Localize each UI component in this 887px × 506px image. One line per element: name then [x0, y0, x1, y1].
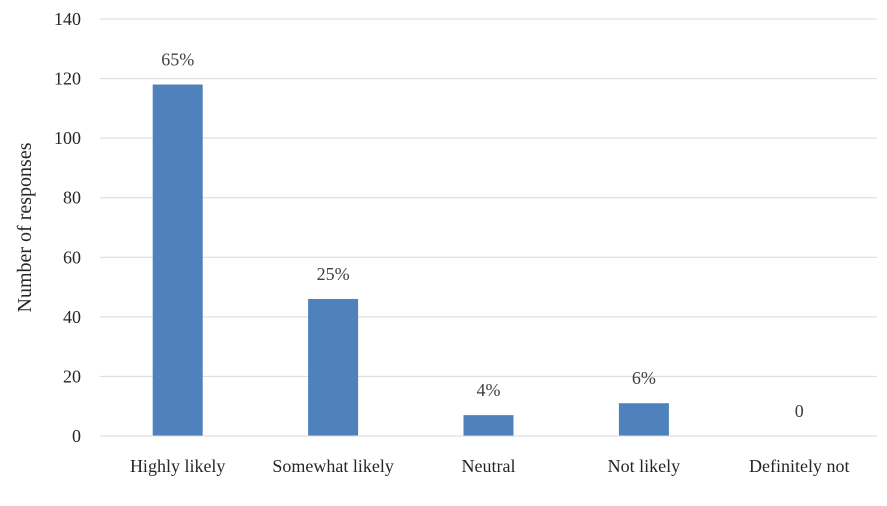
bars [152, 84, 669, 437]
x-tick-label: Highly likely [130, 456, 226, 476]
gridlines [100, 18, 877, 377]
x-axis-ticks: Highly likely Somewhat likely Neutral Not l… [130, 456, 850, 476]
data-label: 65% [161, 50, 194, 70]
bar [463, 415, 514, 436]
x-tick-label: Somewhat likely [272, 456, 393, 476]
y-tick-label: 80 [63, 188, 81, 208]
bar [308, 298, 359, 436]
bar [152, 84, 203, 437]
y-axis-title: Number of responses [14, 142, 36, 312]
data-label: 0 [795, 401, 804, 421]
bar [618, 403, 669, 436]
data-labels: 65% 25% 4% 6% 0 [161, 50, 804, 421]
x-tick-label: Neutral [462, 456, 516, 476]
y-tick-label: 120 [54, 69, 81, 89]
data-label: 6% [632, 368, 656, 388]
y-axis-ticks: 0 20 40 60 80 100 120 140 [54, 9, 81, 446]
x-tick-label: Definitely not [749, 456, 849, 476]
y-tick-label: 0 [72, 426, 81, 446]
y-tick-label: 60 [63, 247, 81, 267]
y-tick-label: 100 [54, 128, 81, 148]
y-tick-label: 140 [54, 9, 81, 29]
x-tick-label: Not likely [608, 456, 681, 476]
data-label: 25% [317, 264, 350, 284]
data-label: 4% [477, 380, 501, 400]
y-tick-label: 20 [63, 366, 81, 386]
y-tick-label: 40 [63, 307, 81, 327]
